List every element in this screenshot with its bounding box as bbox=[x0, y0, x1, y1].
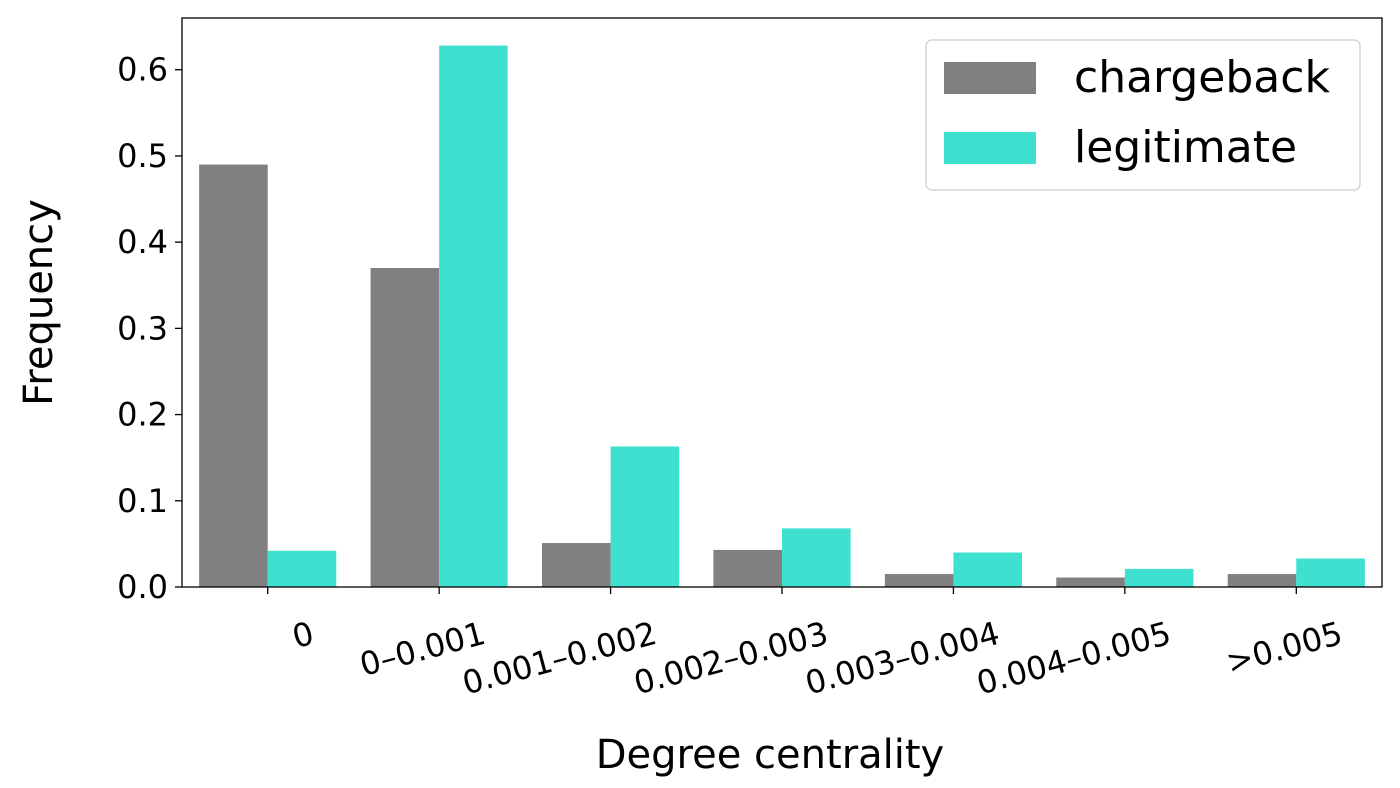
y-axis: 0.0 0.1 0.2 0.3 0.4 0.5 0.6 bbox=[117, 51, 182, 606]
y-tick-label-2: 0.2 bbox=[117, 396, 168, 434]
y-tick-label-1: 0.1 bbox=[117, 482, 168, 520]
x-tick-label-4: 0.003–0.004 bbox=[801, 614, 1003, 702]
legend-swatch-chargeback bbox=[944, 62, 1036, 94]
x-tick-label-0: 0 bbox=[288, 614, 318, 656]
bar-legitimate-0 bbox=[267, 550, 337, 587]
plot-frame bbox=[181, 17, 1383, 588]
y-tick-label-5: 0.5 bbox=[117, 137, 168, 175]
y-tick-label-4: 0.4 bbox=[117, 223, 168, 261]
bar-chargeback-2 bbox=[542, 543, 611, 587]
legend-label-legitimate: legitimate bbox=[1074, 122, 1297, 173]
y-axis-label: Frequency bbox=[16, 199, 62, 406]
bar-legitimate-3 bbox=[782, 528, 851, 587]
bar-legitimate-1 bbox=[439, 45, 508, 587]
bar-chargeback-3 bbox=[713, 549, 782, 587]
x-tick-label-5: 0.004–0.005 bbox=[973, 614, 1175, 702]
bar-chargeback-5 bbox=[1056, 577, 1125, 587]
bar-legitimate-6 bbox=[1296, 558, 1365, 587]
legend: chargeback legitimate bbox=[925, 39, 1361, 191]
x-tick-label-6: >0.005 bbox=[1222, 614, 1346, 681]
bar-chargeback-0 bbox=[199, 164, 268, 587]
bar-legitimate-5 bbox=[1124, 568, 1194, 587]
x-axis-label: Degree centrality bbox=[596, 732, 944, 778]
legend-swatch-legitimate bbox=[944, 132, 1036, 164]
bars-group bbox=[199, 45, 1365, 587]
bar-legitimate-2 bbox=[610, 446, 680, 587]
y-tick-label-6: 0.6 bbox=[117, 51, 168, 89]
x-axis: 0 0–0.0010.001–0.0020.002–0.0030.003–0.00… bbox=[267, 587, 1346, 702]
legend-label-chargeback: chargeback bbox=[1074, 52, 1330, 103]
bar-chargeback-6 bbox=[1227, 574, 1297, 587]
bar-chargeback-1 bbox=[370, 268, 440, 587]
bar-chargeback-4 bbox=[884, 574, 954, 587]
bar-legitimate-4 bbox=[953, 552, 1022, 587]
x-tick-label-2: 0.001–0.002 bbox=[458, 614, 660, 702]
x-tick-label-3: 0.002–0.003 bbox=[630, 614, 832, 702]
y-tick-label-0: 0.0 bbox=[117, 568, 168, 606]
y-tick-label-3: 0.3 bbox=[117, 309, 168, 347]
